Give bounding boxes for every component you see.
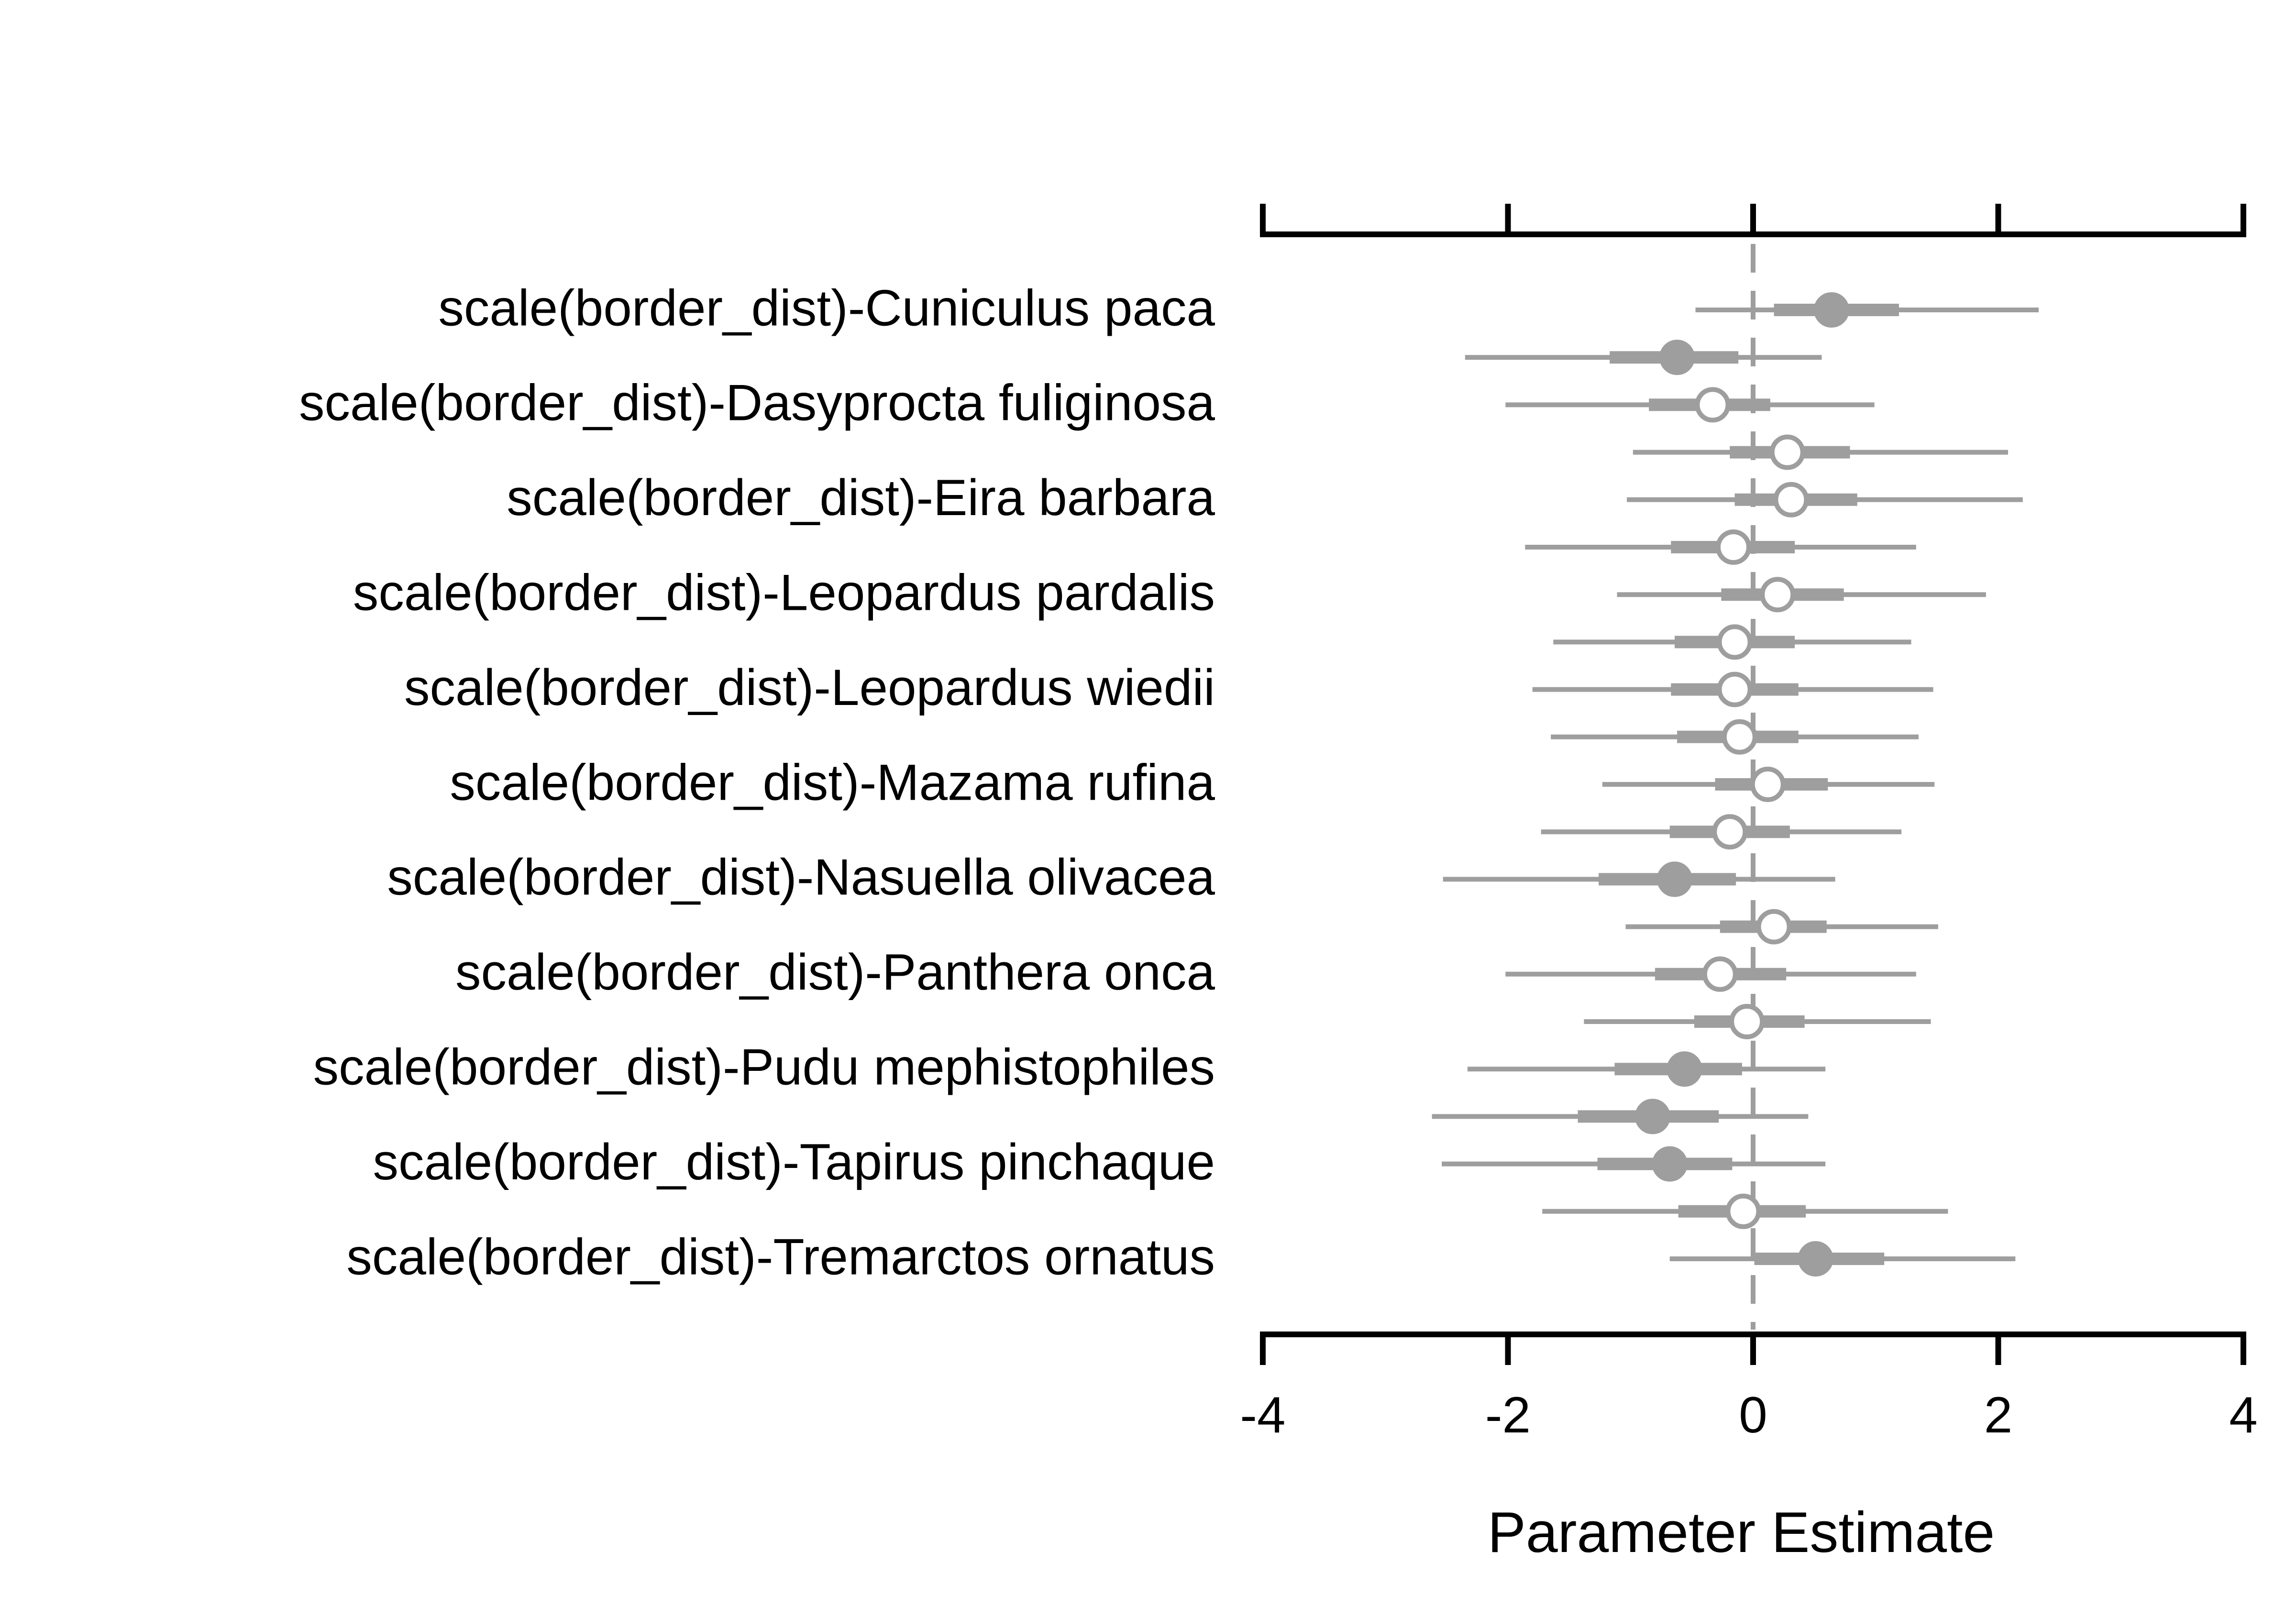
- row-label: scale(border_dist)-Leopardus wiedii: [404, 659, 1215, 716]
- estimate-point-open: [1702, 956, 1738, 992]
- estimate-point-open: [1760, 577, 1796, 613]
- estimate-row: [1525, 529, 1916, 565]
- row-label: scale(border_dist)-Mazama rufina: [450, 753, 1215, 811]
- estimate-row: [1443, 861, 1835, 897]
- estimate-row: [1617, 577, 1986, 613]
- estimates: [1432, 292, 2039, 1277]
- x-axis-title: Parameter Estimate: [1488, 1500, 1995, 1564]
- estimate-row: [1584, 1004, 1931, 1039]
- estimate-row: [1442, 1146, 1826, 1182]
- estimate-row: [1432, 1099, 1809, 1134]
- row-label: scale(border_dist)-Tremarctos ornatus: [346, 1228, 1215, 1285]
- estimate-point-filled: [1667, 1051, 1702, 1087]
- row-label: scale(border_dist)-Nasuella olivacea: [387, 848, 1215, 906]
- estimate-point-open: [1716, 529, 1751, 565]
- bottom-axis: -4 -2 0 2 4: [1240, 1332, 2258, 1443]
- row-label: scale(border_dist)-Leopardus pardalis: [353, 563, 1215, 621]
- estimate-point-filled: [1657, 861, 1692, 897]
- estimate-point-filled: [1634, 1099, 1670, 1134]
- estimate-row: [1532, 671, 1933, 707]
- row-label: scale(border_dist)-Cuniculus paca: [438, 279, 1215, 336]
- estimate-row: [1541, 814, 1902, 850]
- estimate-row: [1542, 1193, 1948, 1229]
- estimate-point-open: [1695, 387, 1731, 423]
- row-labels: scale(border_dist)-Cuniculus paca scale(b…: [299, 279, 1215, 1285]
- row-label: scale(border_dist)-Tapirus pinchaque: [373, 1133, 1215, 1190]
- x-tick-label: 4: [2229, 1386, 2258, 1443]
- estimate-row: [1553, 624, 1911, 660]
- estimate-row: [1505, 387, 1875, 423]
- top-axis: [1260, 204, 2246, 237]
- x-tick-label: -4: [1240, 1386, 1285, 1443]
- estimate-row: [1633, 434, 2008, 470]
- estimate-point-filled: [1659, 340, 1695, 375]
- x-tick-label: -2: [1485, 1386, 1531, 1443]
- estimate-point-open: [1773, 482, 1809, 517]
- estimate-point-open: [1769, 434, 1805, 470]
- estimate-point-open: [1712, 814, 1748, 850]
- estimate-point-filled: [1814, 292, 1849, 328]
- estimate-point-open: [1750, 767, 1786, 802]
- estimate-point-open: [1729, 1004, 1765, 1039]
- estimate-row: [1505, 956, 1916, 992]
- estimate-point-filled: [1798, 1241, 1833, 1277]
- estimate-row: [1551, 719, 1919, 755]
- row-label: scale(border_dist)-Eira barbara: [507, 469, 1215, 526]
- estimate-point-open: [1717, 624, 1753, 660]
- estimate-row: [1467, 1051, 1826, 1087]
- estimate-row: [1695, 292, 2039, 328]
- estimate-row: [1465, 340, 1822, 375]
- estimate-row: [1669, 1241, 2016, 1277]
- estimate-point-open: [1725, 1193, 1761, 1229]
- row-label: scale(border_dist)-Panthera onca: [455, 943, 1215, 1001]
- estimate-point-filled: [1652, 1146, 1688, 1182]
- row-label: scale(border_dist)-Dasyprocta fuliginosa: [299, 374, 1215, 431]
- x-tick-label: 0: [1739, 1386, 1767, 1443]
- estimate-point-open: [1756, 909, 1792, 945]
- estimate-row: [1627, 482, 2023, 517]
- estimate-row: [1602, 767, 1935, 802]
- x-tick-label: 2: [1984, 1386, 2013, 1443]
- estimate-point-open: [1722, 719, 1757, 755]
- estimate-row: [1625, 909, 1938, 945]
- estimate-point-open: [1717, 671, 1753, 707]
- row-label: scale(border_dist)-Pudu mephistophiles: [313, 1038, 1215, 1095]
